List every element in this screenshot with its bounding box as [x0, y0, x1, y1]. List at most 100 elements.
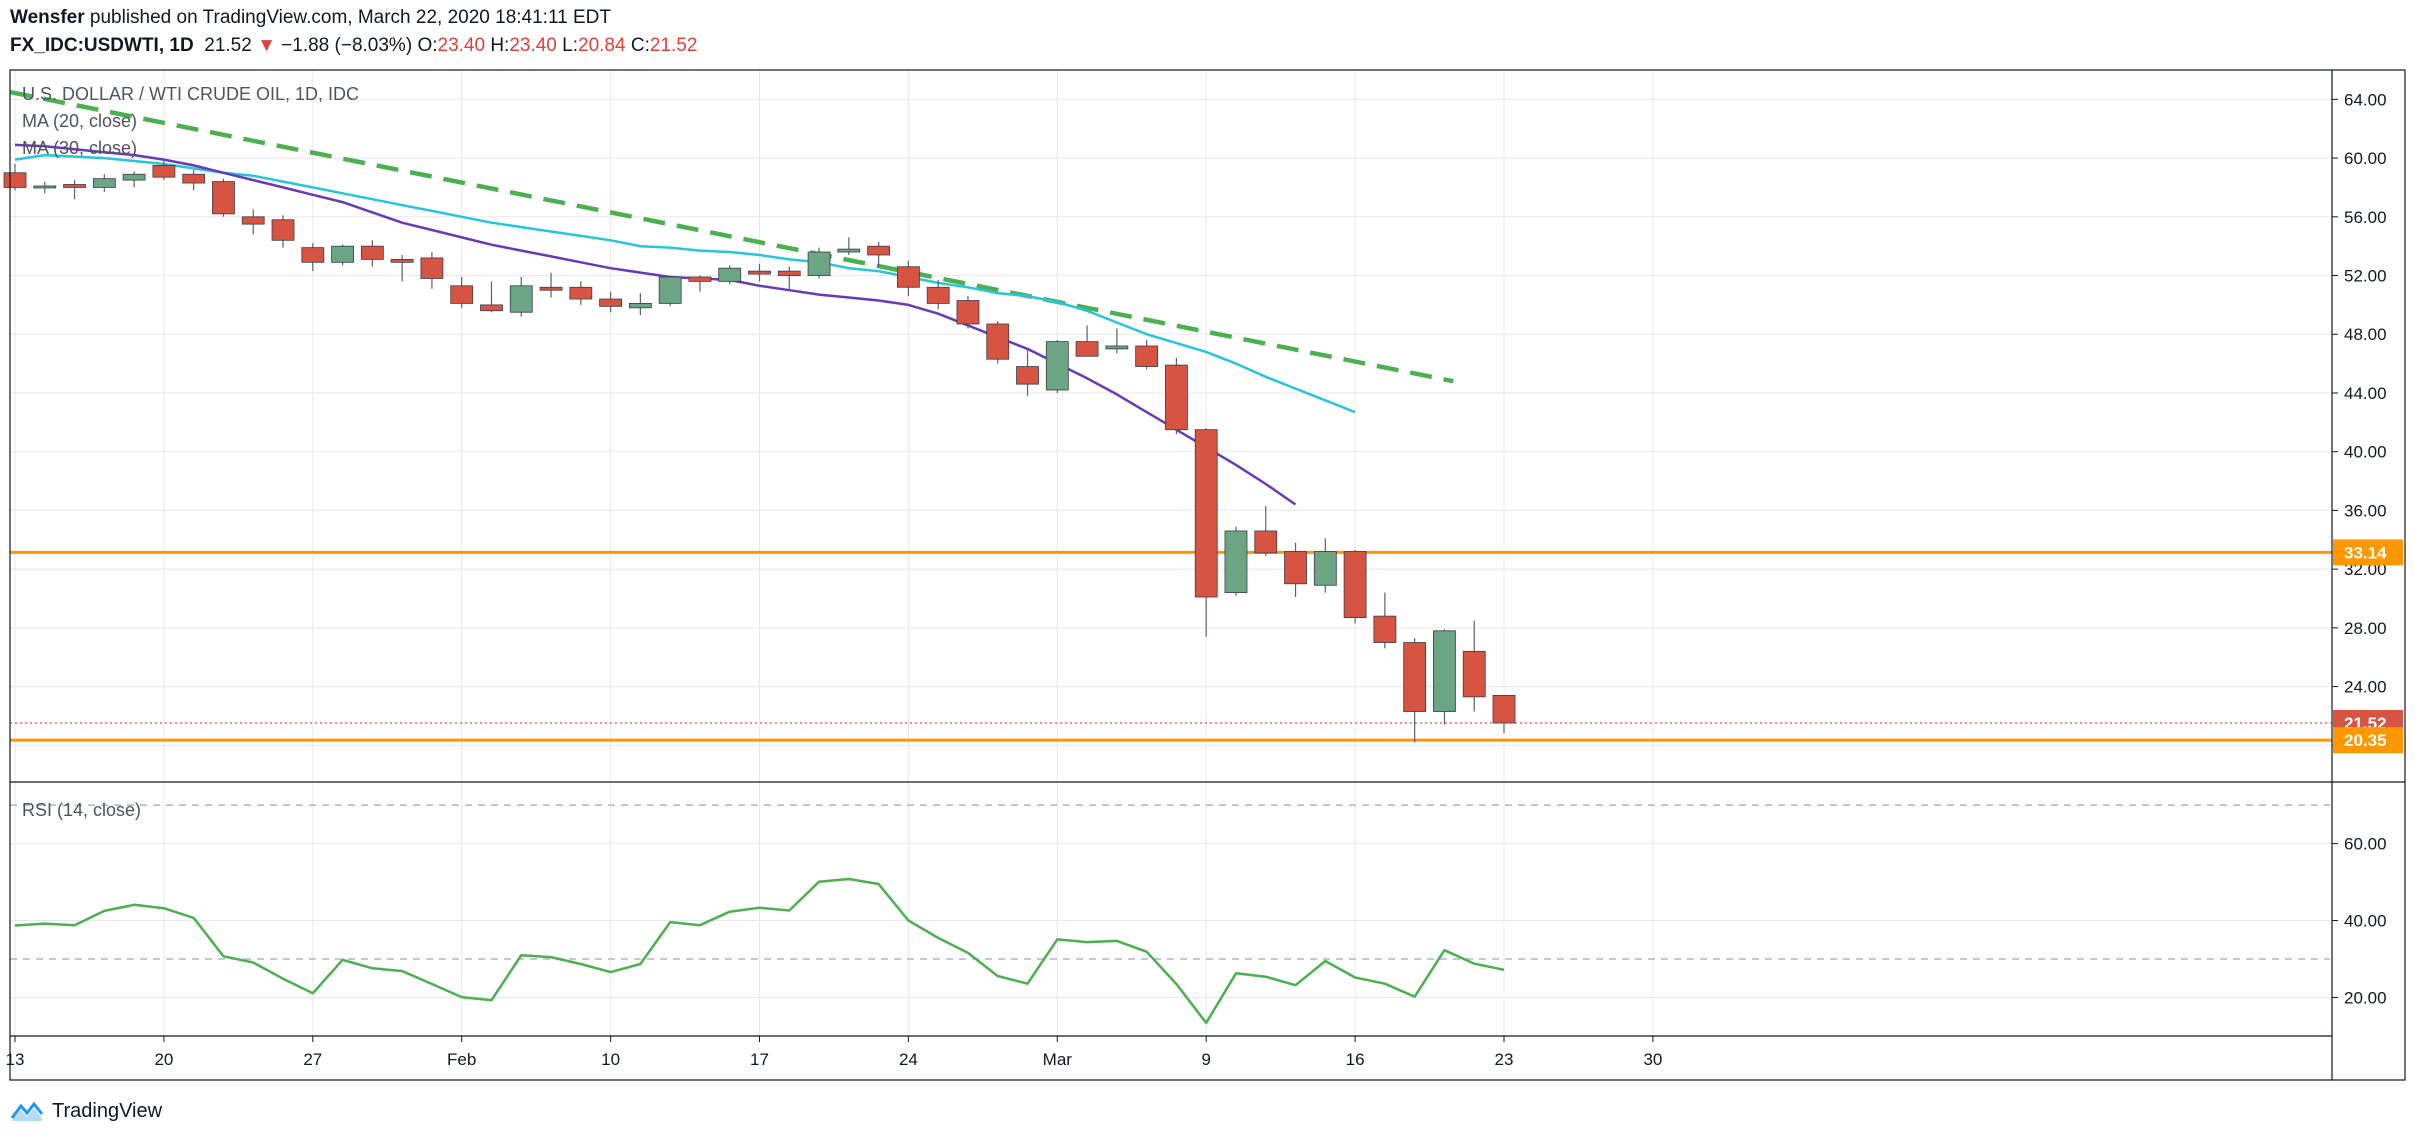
- support-badge: [2333, 727, 2403, 754]
- last-price: 21.52: [204, 35, 252, 56]
- candle-down: [420, 257, 444, 279]
- price-tick-label: 52.00: [2344, 267, 2387, 286]
- price-tick-label: 28.00: [2344, 619, 2387, 638]
- candle-down: [182, 173, 206, 184]
- price-tick-label: 40.00: [2344, 443, 2387, 462]
- publish-line: Wensfer published on TradingView.com, Ma…: [10, 4, 697, 32]
- candle-down: [360, 245, 384, 260]
- time-tick-label: 9: [1201, 1050, 1210, 1069]
- symbol-label[interactable]: FX_IDC:USDWTI, 1D: [10, 35, 194, 56]
- candle-down: [271, 219, 295, 241]
- time-tick-label: 20: [154, 1050, 173, 1069]
- chart-title-legend[interactable]: U.S. DOLLAR / WTI CRUDE OIL, 1D, IDC: [22, 84, 359, 104]
- down-arrow-icon: ▼: [257, 35, 276, 56]
- candle-down: [1462, 650, 1486, 698]
- price-tick-label: 44.00: [2344, 384, 2387, 403]
- candle-down: [897, 266, 920, 288]
- candle-down: [1284, 551, 1307, 585]
- rsi-tick-label: 60.00: [2344, 835, 2387, 854]
- close-label: C:: [630, 35, 650, 56]
- rsi-polyline: [14, 877, 1505, 1025]
- candle-up: [807, 251, 831, 276]
- candle-up: [1433, 630, 1456, 712]
- outer-frame: [9, 69, 2406, 1081]
- price-tick-label: 36.00: [2344, 501, 2387, 520]
- candle-up: [92, 178, 116, 188]
- candle-down: [301, 247, 325, 263]
- tradingview-brand[interactable]: TradingView: [52, 1099, 163, 1122]
- time-tick-label: 10: [601, 1050, 620, 1069]
- candle-up: [1105, 345, 1129, 350]
- price-tick-label: 48.00: [2344, 325, 2387, 344]
- candle-up: [658, 276, 682, 304]
- tradingview-logo-icon[interactable]: [10, 1100, 44, 1122]
- resistance-badge: [2333, 539, 2403, 566]
- candle-down: [599, 298, 622, 307]
- low-value: 20.84: [578, 35, 626, 56]
- candle-down: [1075, 341, 1099, 357]
- rsi-bands: [10, 804, 2330, 960]
- candle-up: [509, 285, 533, 313]
- candle-down: [688, 276, 712, 282]
- high-value: 23.40: [509, 35, 557, 56]
- low-label: L:: [562, 35, 579, 56]
- price-levels: [10, 550, 2332, 742]
- price-change: −1.88 (−8.03%): [281, 35, 413, 56]
- pane-frames: [9, 69, 2406, 1081]
- time-tick-label: 16: [1346, 1050, 1365, 1069]
- footer: TradingView: [10, 1094, 162, 1128]
- support-badge-label: 20.35: [2344, 731, 2387, 750]
- time-tick-label: 27: [303, 1050, 322, 1069]
- candle-down: [1135, 345, 1159, 367]
- candle-down: [1254, 530, 1278, 554]
- price-tick-label: 64.00: [2344, 90, 2387, 109]
- candle-down: [152, 165, 176, 178]
- candle-down: [1165, 364, 1188, 431]
- candle-down: [63, 184, 86, 188]
- candle-up: [837, 248, 861, 253]
- candle-down: [867, 245, 891, 256]
- ohlc-line: FX_IDC:USDWTI, 1D 21.52 ▼ −1.88 (−8.03%)…: [10, 32, 697, 60]
- candle-down: [1343, 551, 1367, 618]
- time-tick-label: Mar: [1043, 1050, 1073, 1069]
- candle-down: [986, 323, 1010, 360]
- candle-down: [212, 181, 235, 215]
- candle-down: [390, 258, 414, 263]
- price-tick-label: 60.00: [2344, 149, 2387, 168]
- open-value: 23.40: [437, 35, 486, 56]
- trend-line: [9, 89, 1454, 384]
- price-tick-label: 56.00: [2344, 208, 2387, 227]
- rsi-legend[interactable]: RSI (14, close): [22, 800, 141, 820]
- ma30-line: [14, 143, 1297, 506]
- candle-down: [956, 300, 980, 325]
- candle-up: [33, 185, 57, 189]
- rsi-tick-label: 40.00: [2344, 912, 2387, 931]
- time-axis[interactable]: 13 20 27 Feb 10 17 24 Mar 9 16 23 30: [6, 1036, 1663, 1069]
- time-tick-label: 23: [1495, 1050, 1514, 1069]
- ma30-legend[interactable]: MA (30, close): [22, 138, 137, 158]
- time-tick-label: 17: [750, 1050, 769, 1069]
- time-tick-label: 13: [6, 1050, 25, 1069]
- ma20-legend[interactable]: MA (20, close): [22, 111, 137, 131]
- candle-up: [122, 173, 146, 181]
- candle-up: [1045, 341, 1069, 391]
- time-tick-label: Feb: [447, 1050, 476, 1069]
- rsi-tick-label: 20.00: [2344, 989, 2387, 1008]
- candle-down: [539, 286, 563, 291]
- candles: [3, 159, 1516, 743]
- candle-down: [1016, 366, 1039, 385]
- rsi-line: [14, 877, 1505, 1025]
- candle-up: [331, 245, 354, 263]
- open-label: O:: [417, 35, 438, 56]
- author-name[interactable]: Wensfer: [10, 7, 85, 28]
- candle-down: [241, 216, 265, 225]
- candle-down: [926, 286, 950, 304]
- close-value: 21.52: [649, 35, 698, 56]
- candle-down: [569, 286, 593, 300]
- time-tick-label: 24: [899, 1050, 918, 1069]
- candle-down: [777, 270, 801, 276]
- candle-down: [1194, 429, 1218, 598]
- resistance-badge-label: 33.14: [2344, 543, 2387, 562]
- high-label: H:: [490, 35, 510, 56]
